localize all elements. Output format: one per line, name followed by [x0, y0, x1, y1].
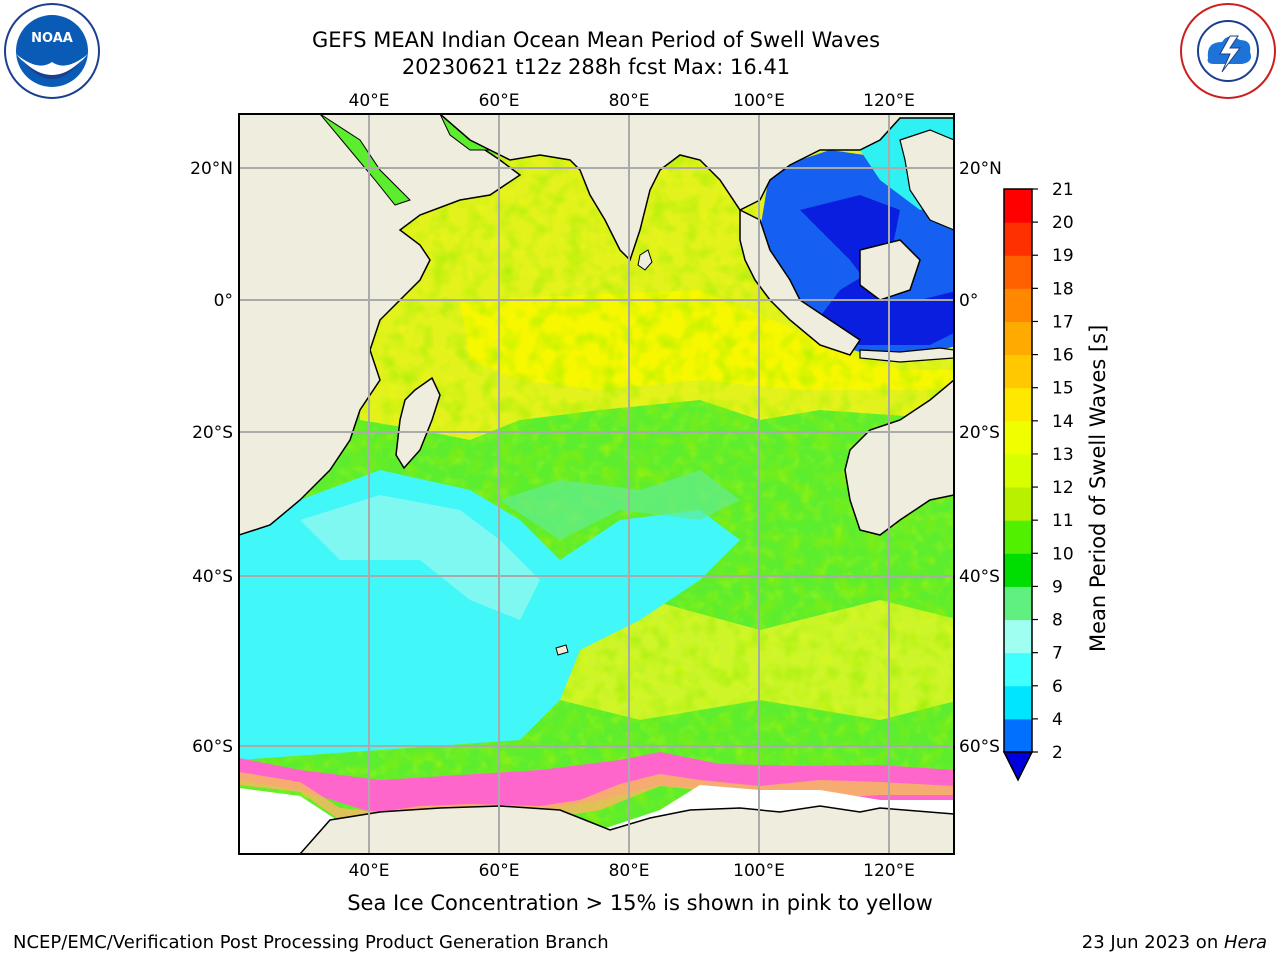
colorbar-tick-label: 17 — [1052, 312, 1074, 332]
colorbar-tick-label: 8 — [1052, 611, 1063, 631]
footer-machine: Hera — [1223, 932, 1267, 953]
land-kerguelen — [555, 644, 569, 656]
sea-ice-caption: Sea Ice Concentration > 15% is shown in … — [347, 891, 933, 915]
graticule — [239, 114, 954, 854]
noaa-logo: NOAA — [2, 2, 102, 100]
lon-label-bottom-40e: 40°E — [349, 861, 390, 881]
lon-label-top-120e: 120°E — [863, 91, 915, 111]
land-asia-north — [438, 114, 954, 262]
lon-label-top-80e: 80°E — [609, 91, 650, 111]
colorbar-tick-label: 11 — [1052, 511, 1074, 531]
lon-label-top-40e: 40°E — [349, 91, 390, 111]
land-malay-sumatra — [739, 208, 862, 356]
land-antarctica — [298, 805, 954, 854]
colorbar-frame — [1003, 188, 1033, 753]
period-band-9-10 — [500, 470, 740, 540]
colorbar-segment — [1004, 321, 1032, 356]
colorbar-segment — [1004, 354, 1032, 389]
colorbar-tick-label: 16 — [1052, 346, 1074, 366]
lon-label-bottom-120e: 120°E — [863, 861, 915, 881]
map-frame — [238, 113, 955, 855]
lat-label-right-40s: 40°S — [959, 567, 1000, 587]
nws-logo — [1178, 2, 1278, 100]
colorbar-tick-label: 4 — [1052, 710, 1063, 730]
colorbar-tick-label: 20 — [1052, 213, 1074, 233]
lon-label-top-100e: 100°E — [733, 91, 785, 111]
colorbar-tick-label: 10 — [1052, 544, 1074, 564]
land-philippines — [899, 129, 954, 231]
colorbar-tick-label: 7 — [1052, 644, 1063, 664]
lat-label-right-0: 0° — [959, 291, 978, 311]
lat-label-right-20s: 20°S — [959, 423, 1000, 443]
colorbar-segment — [1004, 288, 1032, 322]
period-band-8-9 — [300, 495, 540, 620]
colorbar-tick-label: 14 — [1052, 412, 1074, 432]
land-sri-lanka — [637, 249, 653, 271]
footer-date: 23 Jun 2023 on Hera — [1082, 932, 1267, 953]
lat-label-left-20s: 20°S — [192, 423, 233, 443]
colorbar-segment — [1004, 619, 1032, 654]
colorbar-tick-label: 18 — [1052, 279, 1074, 299]
lon-label-bottom-60e: 60°E — [479, 861, 520, 881]
colorbar-segment — [1004, 255, 1032, 289]
lat-label-left-20n: 20°N — [190, 159, 233, 179]
chart-title-line2: 20230621 t12z 288h fcst Max: 16.41 — [401, 55, 791, 79]
colorbar-segment — [1004, 685, 1032, 720]
colorbar: 2 4 6 7 8 9 10 11 12 13 14 15 16 17 18 19 20 21 — [1002, 180, 1074, 782]
land-java — [859, 347, 954, 363]
period-band-2-4 — [800, 195, 954, 345]
colorbar-label: Mean Period of Swell Waves [s] — [1086, 324, 1110, 652]
lon-label-bottom-100e: 100°E — [733, 861, 785, 881]
colorbar-tick-label: 15 — [1052, 379, 1074, 399]
colorbar-tick-label: 12 — [1052, 478, 1074, 498]
land-australia — [844, 379, 954, 536]
lat-label-left-40s: 40°S — [192, 567, 233, 587]
colorbar-segment — [1004, 420, 1032, 455]
colorbar-segment — [1004, 222, 1032, 256]
colorbar-segment — [1004, 453, 1032, 488]
land-africa-arabia — [239, 114, 522, 536]
chart-title-line1: GEFS MEAN Indian Ocean Mean Period of Sw… — [311, 28, 881, 52]
lat-label-right-20n: 20°N — [959, 159, 1002, 179]
colorbar-segment — [1004, 487, 1032, 521]
colorbar-segment — [1004, 387, 1032, 422]
colorbar-tick-label: 9 — [1052, 577, 1063, 597]
lat-label-right-60s: 60°S — [959, 737, 1000, 757]
sea-ice-pink — [239, 752, 954, 815]
colorbar-tick-label: 21 — [1052, 180, 1074, 200]
colorbar-tick-label: 19 — [1052, 246, 1074, 266]
colorbar-segment — [1004, 718, 1032, 753]
water-red-sea — [319, 114, 411, 206]
lat-label-left-0: 0° — [214, 291, 233, 311]
noaa-logo-text: NOAA — [31, 31, 73, 46]
colorbar-segment — [1004, 553, 1032, 587]
colorbar-segment — [1004, 189, 1032, 223]
footer-credit: NCEP/EMC/Verification Post Processing Pr… — [13, 932, 609, 953]
colorbar-segment — [1004, 586, 1032, 621]
colorbar-segment — [1004, 520, 1032, 554]
lat-label-left-60s: 60°S — [192, 737, 233, 757]
colorbar-tick-label: 13 — [1052, 445, 1074, 465]
colorbar-extend-arrow — [1002, 751, 1034, 782]
lon-label-top-60e: 60°E — [479, 91, 520, 111]
lon-label-bottom-80e: 80°E — [609, 861, 650, 881]
colorbar-segment — [1004, 652, 1032, 687]
footer-date-text: 23 Jun 2023 on — [1081, 932, 1224, 953]
land-madagascar — [395, 376, 441, 470]
colorbar-tick-label: 6 — [1052, 677, 1063, 697]
colorbar-tick-label: 2 — [1052, 743, 1063, 763]
